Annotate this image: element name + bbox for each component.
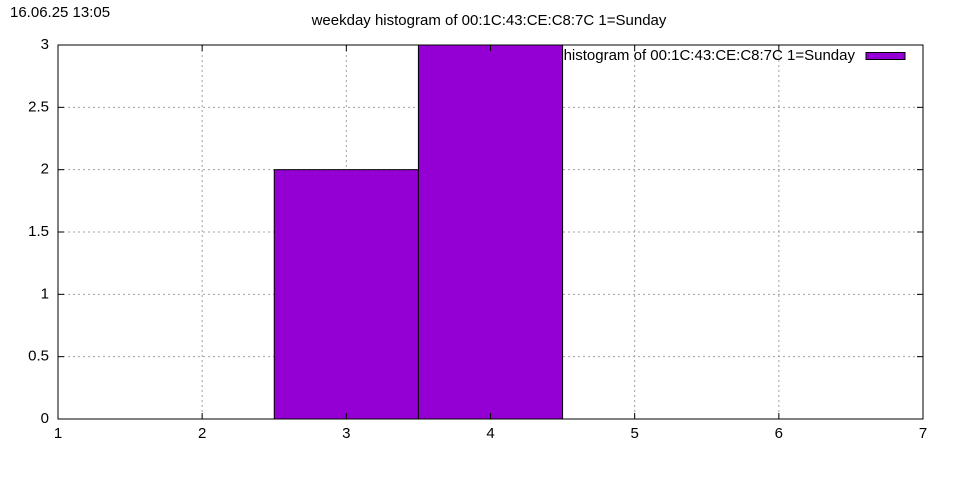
bars bbox=[273, 44, 564, 420]
legend: weekday histogram of 00:1C:43:CE:C8:7C 1… bbox=[499, 47, 906, 64]
x-tick-label: 2 bbox=[198, 425, 206, 442]
x-tick-label: 4 bbox=[486, 425, 494, 442]
y-tick-label: 1 bbox=[41, 285, 49, 302]
legend-swatch bbox=[865, 52, 906, 60]
timestamp: 16.06.25 13:05 bbox=[10, 4, 110, 21]
y-tick-label: 2 bbox=[41, 161, 49, 178]
chart-title: weekday histogram of 00:1C:43:CE:C8:7C 1… bbox=[311, 12, 667, 29]
x-tick-label: 5 bbox=[630, 425, 638, 442]
y-tick-label: 1.5 bbox=[28, 223, 49, 240]
y-tick-label: 2.5 bbox=[28, 98, 49, 115]
y-tick-label: 0.5 bbox=[28, 348, 49, 365]
bar bbox=[417, 44, 564, 420]
axes: 0 0.5 1 1.5 2 2.5 3 1 2 3 4 5 6 7 bbox=[28, 36, 927, 442]
x-tick-label: 7 bbox=[919, 425, 927, 442]
x-tick-label: 3 bbox=[342, 425, 350, 442]
x-tick-label: 6 bbox=[775, 425, 783, 442]
bar bbox=[273, 169, 419, 420]
y-tick-label: 0 bbox=[41, 410, 49, 427]
legend-label: weekday histogram of 00:1C:43:CE:C8:7C 1… bbox=[499, 47, 855, 64]
y-tick-label: 3 bbox=[41, 36, 49, 53]
x-tick-label: 1 bbox=[54, 425, 62, 442]
